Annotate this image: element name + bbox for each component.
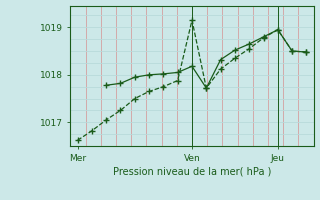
X-axis label: Pression niveau de la mer( hPa ): Pression niveau de la mer( hPa ): [113, 167, 271, 177]
